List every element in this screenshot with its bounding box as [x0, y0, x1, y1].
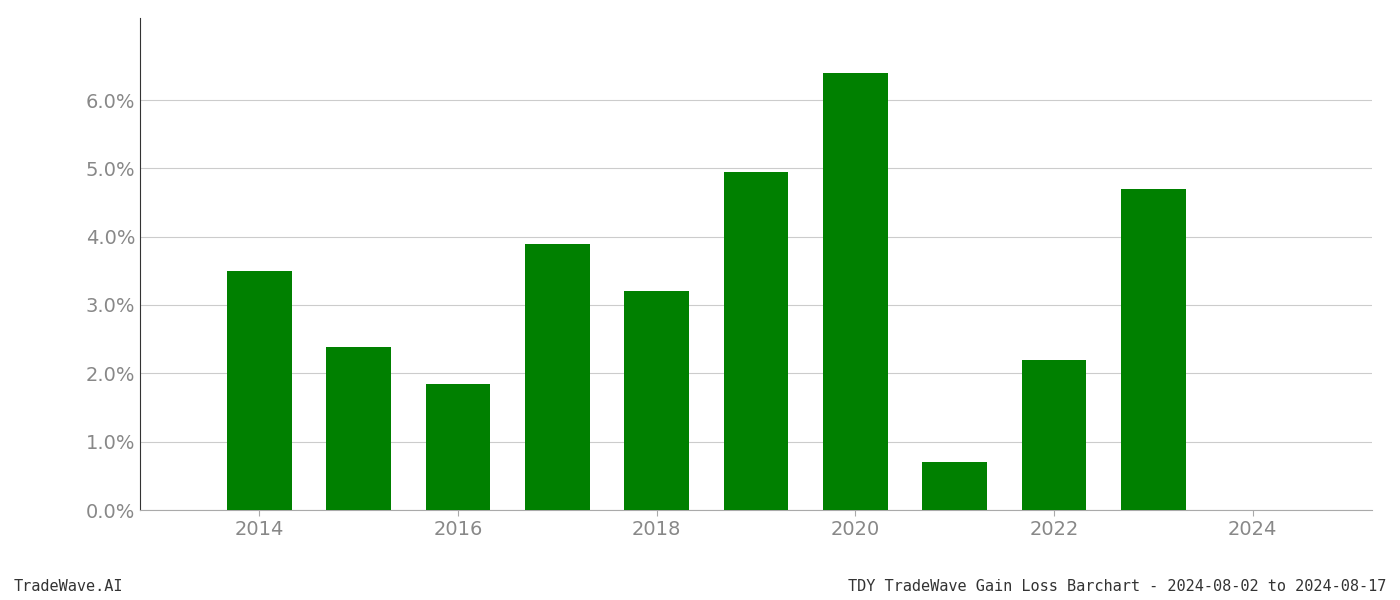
Text: TradeWave.AI: TradeWave.AI: [14, 579, 123, 594]
Bar: [525, 244, 589, 510]
Bar: [823, 73, 888, 510]
Bar: [326, 347, 391, 510]
Bar: [426, 383, 490, 510]
Bar: [624, 292, 689, 510]
Bar: [227, 271, 291, 510]
Bar: [1022, 359, 1086, 510]
Bar: [923, 462, 987, 510]
Bar: [724, 172, 788, 510]
Text: TDY TradeWave Gain Loss Barchart - 2024-08-02 to 2024-08-17: TDY TradeWave Gain Loss Barchart - 2024-…: [847, 579, 1386, 594]
Bar: [1121, 189, 1186, 510]
